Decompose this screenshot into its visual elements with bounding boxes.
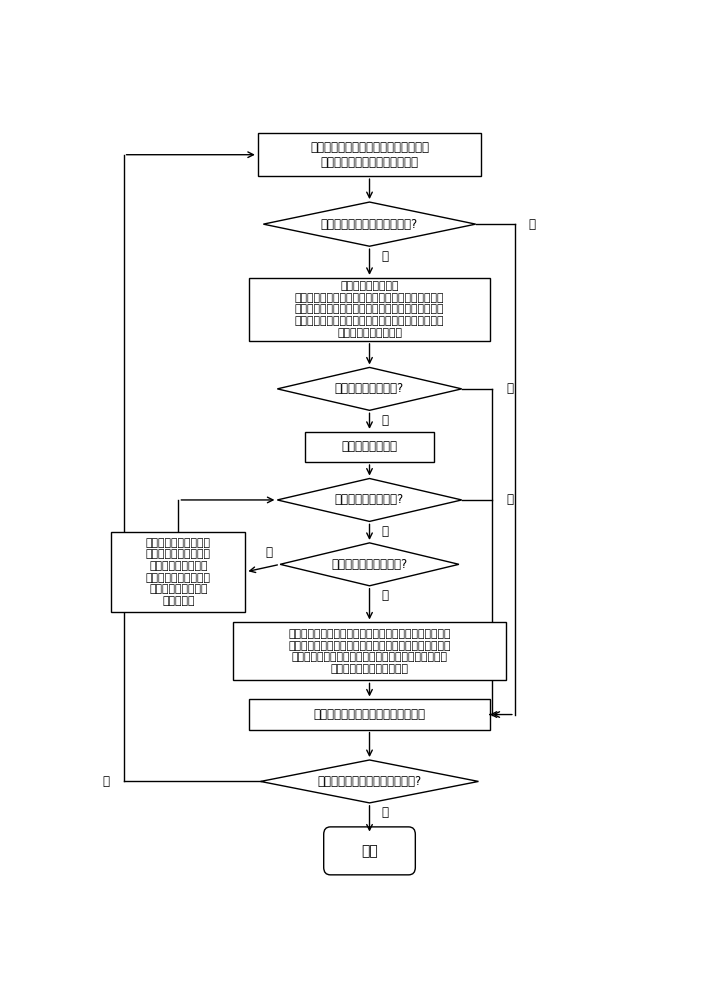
Text: 否: 否 xyxy=(506,382,513,395)
FancyBboxPatch shape xyxy=(324,827,415,875)
Text: 否: 否 xyxy=(265,546,273,559)
FancyBboxPatch shape xyxy=(233,622,506,680)
Text: 是否与海图中已有的标牌重叠?: 是否与海图中已有的标牌重叠? xyxy=(321,218,418,231)
FancyBboxPatch shape xyxy=(305,432,434,462)
Text: 是: 是 xyxy=(381,806,389,820)
Text: 是否与其他标牌重叠?: 是否与其他标牌重叠? xyxy=(335,493,404,506)
Text: 结束: 结束 xyxy=(361,844,378,858)
Text: 所有标牌是否都已加入到海图中?: 所有标牌是否都已加入到海图中? xyxy=(317,775,422,788)
Text: 计算所述新加入标牌的安置位并保存: 计算所述新加入标牌的安置位并保存 xyxy=(314,708,425,721)
Polygon shape xyxy=(278,367,461,410)
Text: 重叠标牌队列是否为空?: 重叠标牌队列是否为空? xyxy=(332,558,407,571)
FancyBboxPatch shape xyxy=(249,699,490,730)
Text: 否: 否 xyxy=(102,775,110,788)
Text: 从需要添加到海图中的标牌队列里取出
一个新加入标牌，添加到海图中: 从需要添加到海图中的标牌队列里取出 一个新加入标牌，添加到海图中 xyxy=(310,141,429,169)
FancyBboxPatch shape xyxy=(249,278,490,341)
Text: 放入其他安置位中: 放入其他安置位中 xyxy=(342,440,397,453)
Text: 是: 是 xyxy=(381,525,389,538)
Text: 是: 是 xyxy=(381,589,389,602)
FancyBboxPatch shape xyxy=(111,532,245,612)
Text: 否: 否 xyxy=(528,218,536,231)
Text: 否: 否 xyxy=(506,493,513,506)
Text: 将已加入到海图中的标牌按照加入顺序的由新到旧加入重
叠标牌队列，然后取出位于队头的标牌，找出其各个安置
位中与所述新加入标牌重叠面积最大的安置位，将所述
新加入: 将已加入到海图中的标牌按照加入顺序的由新到旧加入重 叠标牌队列，然后取出位于队头… xyxy=(288,629,451,674)
Text: 是否与其他标牌重叠?: 是否与其他标牌重叠? xyxy=(335,382,404,395)
Text: 取出位于队头的标牌，
找出其各个安置位中与
所述新加入标牌重叠
面积最大的安置位，将
所述新加入标牌放入
该安置位中: 取出位于队头的标牌， 找出其各个安置位中与 所述新加入标牌重叠 面积最大的安置位… xyxy=(146,538,211,606)
Text: 建立重叠标牌队列，
将各个标牌按照重叠面积由大至小加入重叠标牌队列
，然后取出位于队头的标牌，找出其各个安置位中与
所述新加入标牌重叠面积最大的安置位，将所述新: 建立重叠标牌队列， 将各个标牌按照重叠面积由大至小加入重叠标牌队列 ，然后取出位… xyxy=(295,281,444,338)
Text: 是: 是 xyxy=(381,250,389,263)
Polygon shape xyxy=(263,202,476,246)
Polygon shape xyxy=(280,543,459,586)
FancyBboxPatch shape xyxy=(258,133,482,176)
Text: 是: 是 xyxy=(381,414,389,427)
Polygon shape xyxy=(260,760,479,803)
Polygon shape xyxy=(278,478,461,521)
